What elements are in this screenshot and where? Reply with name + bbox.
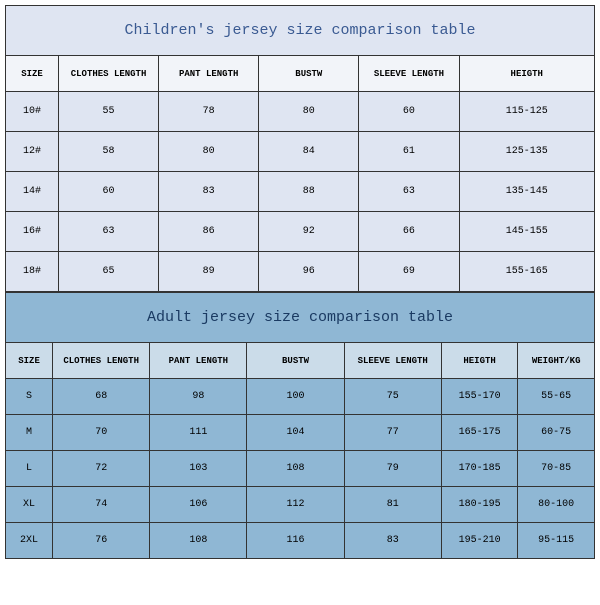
cell: M <box>6 415 53 451</box>
table-row: 18# 65 89 96 69 155-165 <box>6 252 595 292</box>
cell: 155-170 <box>441 379 518 415</box>
cell: 60-75 <box>518 415 595 451</box>
cell: 14# <box>6 172 59 212</box>
table-row: XL 74 106 112 81 180-195 80-100 <box>6 487 595 523</box>
size-chart-container: Children's jersey size comparison table … <box>5 5 595 559</box>
cell: 108 <box>247 451 344 487</box>
cell: 60 <box>359 92 459 132</box>
col-height: HEIGTH <box>459 56 595 92</box>
col-pant-length: PANT LENGTH <box>150 343 247 379</box>
cell: 72 <box>53 451 150 487</box>
cell: 80 <box>259 92 359 132</box>
cell: 80-100 <box>518 487 595 523</box>
children-table-title: Children's jersey size comparison table <box>6 6 595 56</box>
cell: 68 <box>53 379 150 415</box>
cell: 88 <box>259 172 359 212</box>
cell: 135-145 <box>459 172 595 212</box>
cell: 75 <box>344 379 441 415</box>
cell: 66 <box>359 212 459 252</box>
table-row: 16# 63 86 92 66 145-155 <box>6 212 595 252</box>
cell: 195-210 <box>441 523 518 559</box>
table-row: 14# 60 83 88 63 135-145 <box>6 172 595 212</box>
cell: 104 <box>247 415 344 451</box>
col-sleeve-length: SLEEVE LENGTH <box>359 56 459 92</box>
cell: 63 <box>359 172 459 212</box>
cell: 103 <box>150 451 247 487</box>
cell: 61 <box>359 132 459 172</box>
cell: 74 <box>53 487 150 523</box>
table-row: S 68 98 100 75 155-170 55-65 <box>6 379 595 415</box>
children-size-table: Children's jersey size comparison table … <box>5 5 595 292</box>
table-row: 2XL 76 108 116 83 195-210 95-115 <box>6 523 595 559</box>
cell: 145-155 <box>459 212 595 252</box>
cell: 92 <box>259 212 359 252</box>
cell: 112 <box>247 487 344 523</box>
cell: 84 <box>259 132 359 172</box>
adult-table-title: Adult jersey size comparison table <box>6 293 595 343</box>
cell: 69 <box>359 252 459 292</box>
cell: 79 <box>344 451 441 487</box>
cell: 96 <box>259 252 359 292</box>
col-weight: WEIGHT/KG <box>518 343 595 379</box>
cell: 12# <box>6 132 59 172</box>
col-sleeve-length: SLEEVE LENGTH <box>344 343 441 379</box>
cell: 78 <box>159 92 259 132</box>
cell: 155-165 <box>459 252 595 292</box>
col-bust: BUSTW <box>247 343 344 379</box>
cell: 108 <box>150 523 247 559</box>
cell: 10# <box>6 92 59 132</box>
table-row: 12# 58 80 84 61 125-135 <box>6 132 595 172</box>
cell: 98 <box>150 379 247 415</box>
cell: 106 <box>150 487 247 523</box>
table-row: L 72 103 108 79 170-185 70-85 <box>6 451 595 487</box>
cell: 89 <box>159 252 259 292</box>
col-bust: BUSTW <box>259 56 359 92</box>
cell: 65 <box>59 252 159 292</box>
col-pant-length: PANT LENGTH <box>159 56 259 92</box>
adult-size-table: Adult jersey size comparison table SIZE … <box>5 292 595 559</box>
cell: 76 <box>53 523 150 559</box>
adult-header-row: SIZE CLOTHES LENGTH PANT LENGTH BUSTW SL… <box>6 343 595 379</box>
cell: 58 <box>59 132 159 172</box>
table-row: M 70 111 104 77 165-175 60-75 <box>6 415 595 451</box>
cell: 116 <box>247 523 344 559</box>
cell: 18# <box>6 252 59 292</box>
cell: 125-135 <box>459 132 595 172</box>
cell: 115-125 <box>459 92 595 132</box>
col-size: SIZE <box>6 343 53 379</box>
cell: L <box>6 451 53 487</box>
children-header-row: SIZE CLOTHES LENGTH PANT LENGTH BUSTW SL… <box>6 56 595 92</box>
cell: XL <box>6 487 53 523</box>
cell: 170-185 <box>441 451 518 487</box>
col-height: HEIGTH <box>441 343 518 379</box>
cell: S <box>6 379 53 415</box>
cell: 55-65 <box>518 379 595 415</box>
cell: 2XL <box>6 523 53 559</box>
cell: 80 <box>159 132 259 172</box>
cell: 83 <box>159 172 259 212</box>
cell: 70-85 <box>518 451 595 487</box>
cell: 81 <box>344 487 441 523</box>
cell: 55 <box>59 92 159 132</box>
cell: 83 <box>344 523 441 559</box>
cell: 111 <box>150 415 247 451</box>
cell: 60 <box>59 172 159 212</box>
cell: 95-115 <box>518 523 595 559</box>
cell: 16# <box>6 212 59 252</box>
cell: 100 <box>247 379 344 415</box>
cell: 165-175 <box>441 415 518 451</box>
cell: 180-195 <box>441 487 518 523</box>
cell: 63 <box>59 212 159 252</box>
col-clothes-length: CLOTHES LENGTH <box>59 56 159 92</box>
cell: 77 <box>344 415 441 451</box>
cell: 86 <box>159 212 259 252</box>
col-clothes-length: CLOTHES LENGTH <box>53 343 150 379</box>
cell: 70 <box>53 415 150 451</box>
col-size: SIZE <box>6 56 59 92</box>
table-row: 10# 55 78 80 60 115-125 <box>6 92 595 132</box>
